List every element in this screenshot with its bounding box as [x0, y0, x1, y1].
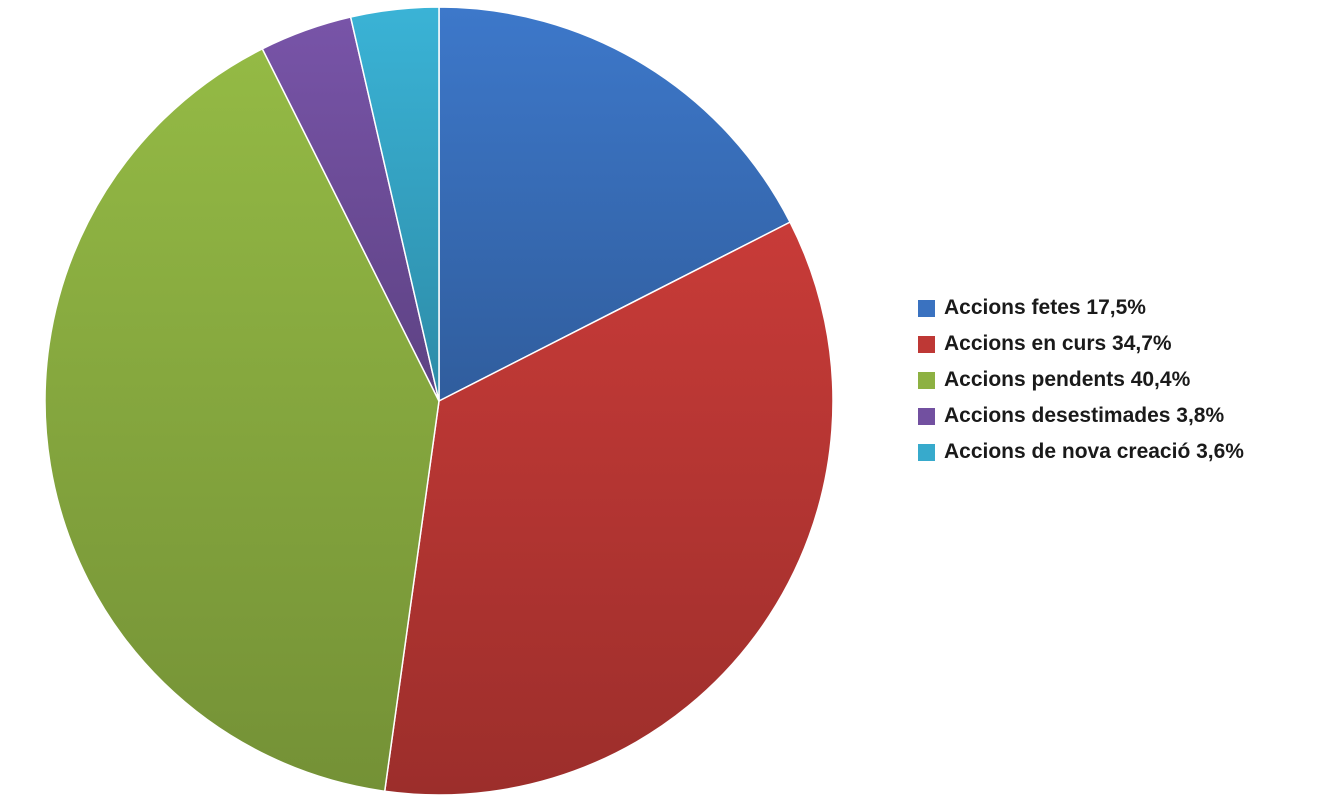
pie-slice-accions-en-curs [383, 221, 834, 796]
legend-swatch-accions-nova-creacio [918, 443, 935, 461]
legend-label-accions-pendents: Accions pendents 40,4% [944, 368, 1191, 391]
legend-label-accions-desestimades: Accions desestimades 3,8% [944, 404, 1225, 427]
legend-swatch-accions-pendents [918, 371, 935, 389]
pie-slice-accions-nova-creacio [349, 6, 440, 402]
legend-item-accions-en-curs: Accions en curs 34,7% [918, 326, 1244, 362]
legend-item-accions-nova-creacio: Accions de nova creació 3,6% [918, 434, 1244, 470]
legend-label-accions-fetes: Accions fetes 17,5% [944, 296, 1146, 319]
legend: Accions fetes 17,5% Accions en curs 34,7… [918, 290, 1244, 470]
pie-slice-accions-pendents [44, 47, 440, 793]
pie-slice-accions-fetes [438, 6, 792, 403]
legend-label-accions-nova-creacio: Accions de nova creació 3,6% [944, 440, 1244, 463]
legend-item-accions-pendents: Accions pendents 40,4% [918, 362, 1244, 398]
legend-swatch-accions-desestimades [918, 407, 935, 425]
legend-item-accions-desestimades: Accions desestimades 3,8% [918, 398, 1244, 434]
legend-swatch-accions-en-curs [918, 335, 935, 353]
legend-item-accions-fetes: Accions fetes 17,5% [918, 290, 1244, 326]
legend-label-accions-en-curs: Accions en curs 34,7% [944, 332, 1172, 355]
legend-swatch-accions-fetes [918, 299, 935, 317]
